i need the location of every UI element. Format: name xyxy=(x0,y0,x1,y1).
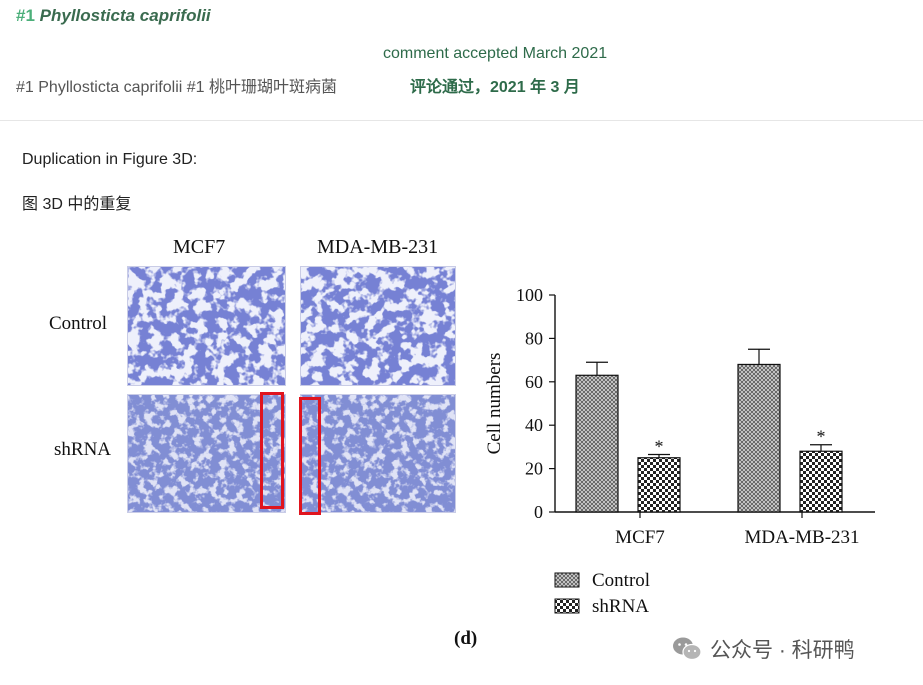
comment-title: #1 Phyllosticta caprifolii xyxy=(16,6,211,26)
y-tick-label: 20 xyxy=(525,459,543,479)
legend-swatch-shrna xyxy=(554,598,580,614)
column-label-mda: MDA-MB-231 xyxy=(317,236,439,258)
y-tick-label: 60 xyxy=(525,372,543,392)
duplication-highlight-box xyxy=(299,397,321,515)
significance-marker: * xyxy=(817,427,826,447)
comment-species[interactable]: Phyllosticta caprifolii xyxy=(39,6,211,25)
duplication-highlight-box xyxy=(260,392,284,509)
bar-control xyxy=(737,363,781,513)
comment-accepted: comment accepted March 2021 xyxy=(383,45,608,62)
row-label-shrna: shRNA xyxy=(54,439,112,460)
comment-accepted-cn: 评论通过，2021 年 3 月 xyxy=(410,79,580,96)
x-tick-label: MDA-MB-231 xyxy=(744,527,859,548)
column-label-mcf7: MCF7 xyxy=(173,236,226,258)
divider xyxy=(0,120,923,121)
bar-shrna xyxy=(799,450,843,513)
y-tick-label: 80 xyxy=(525,328,543,348)
legend-label-shrna: shRNA xyxy=(592,596,649,617)
significance-marker: * xyxy=(655,436,664,456)
micrograph-mcf7-shrna xyxy=(127,394,286,513)
bar-chart: 0 20 40 60 80 100 Cell numbers MCF7 * MDA-MB-231 *… xyxy=(484,285,875,617)
bar-shrna xyxy=(637,457,681,513)
micrograph-mda-shrna xyxy=(300,394,456,513)
legend-label-control: Control xyxy=(592,570,650,591)
watermark-text: 公众号 · 科研鸭 xyxy=(710,639,855,662)
y-tick-label: 40 xyxy=(525,415,543,435)
x-tick-label: MCF7 xyxy=(615,527,665,548)
legend-swatch-control xyxy=(554,572,580,588)
row-label-control: Control xyxy=(49,313,108,334)
micrograph-mcf7-control xyxy=(127,266,286,386)
watermark: 公众号 · 科研鸭 xyxy=(672,634,855,664)
duplication-heading: Duplication in Figure 3D: xyxy=(22,151,198,168)
y-tick-label: 0 xyxy=(534,502,543,522)
wechat-icon xyxy=(672,636,702,662)
comment-number: #1 xyxy=(16,6,35,25)
duplication-heading-cn: 图 3D 中的重复 xyxy=(22,196,132,213)
panel-label: (d) xyxy=(454,628,478,649)
bar-control xyxy=(575,374,619,513)
micrograph-mda-control xyxy=(300,266,456,386)
comment-translated-line: #1 Phyllosticta caprifolii #1 桃叶珊瑚叶斑病菌 xyxy=(16,79,337,96)
y-axis-label: Cell numbers xyxy=(484,353,505,455)
y-tick-label: 100 xyxy=(516,285,543,305)
